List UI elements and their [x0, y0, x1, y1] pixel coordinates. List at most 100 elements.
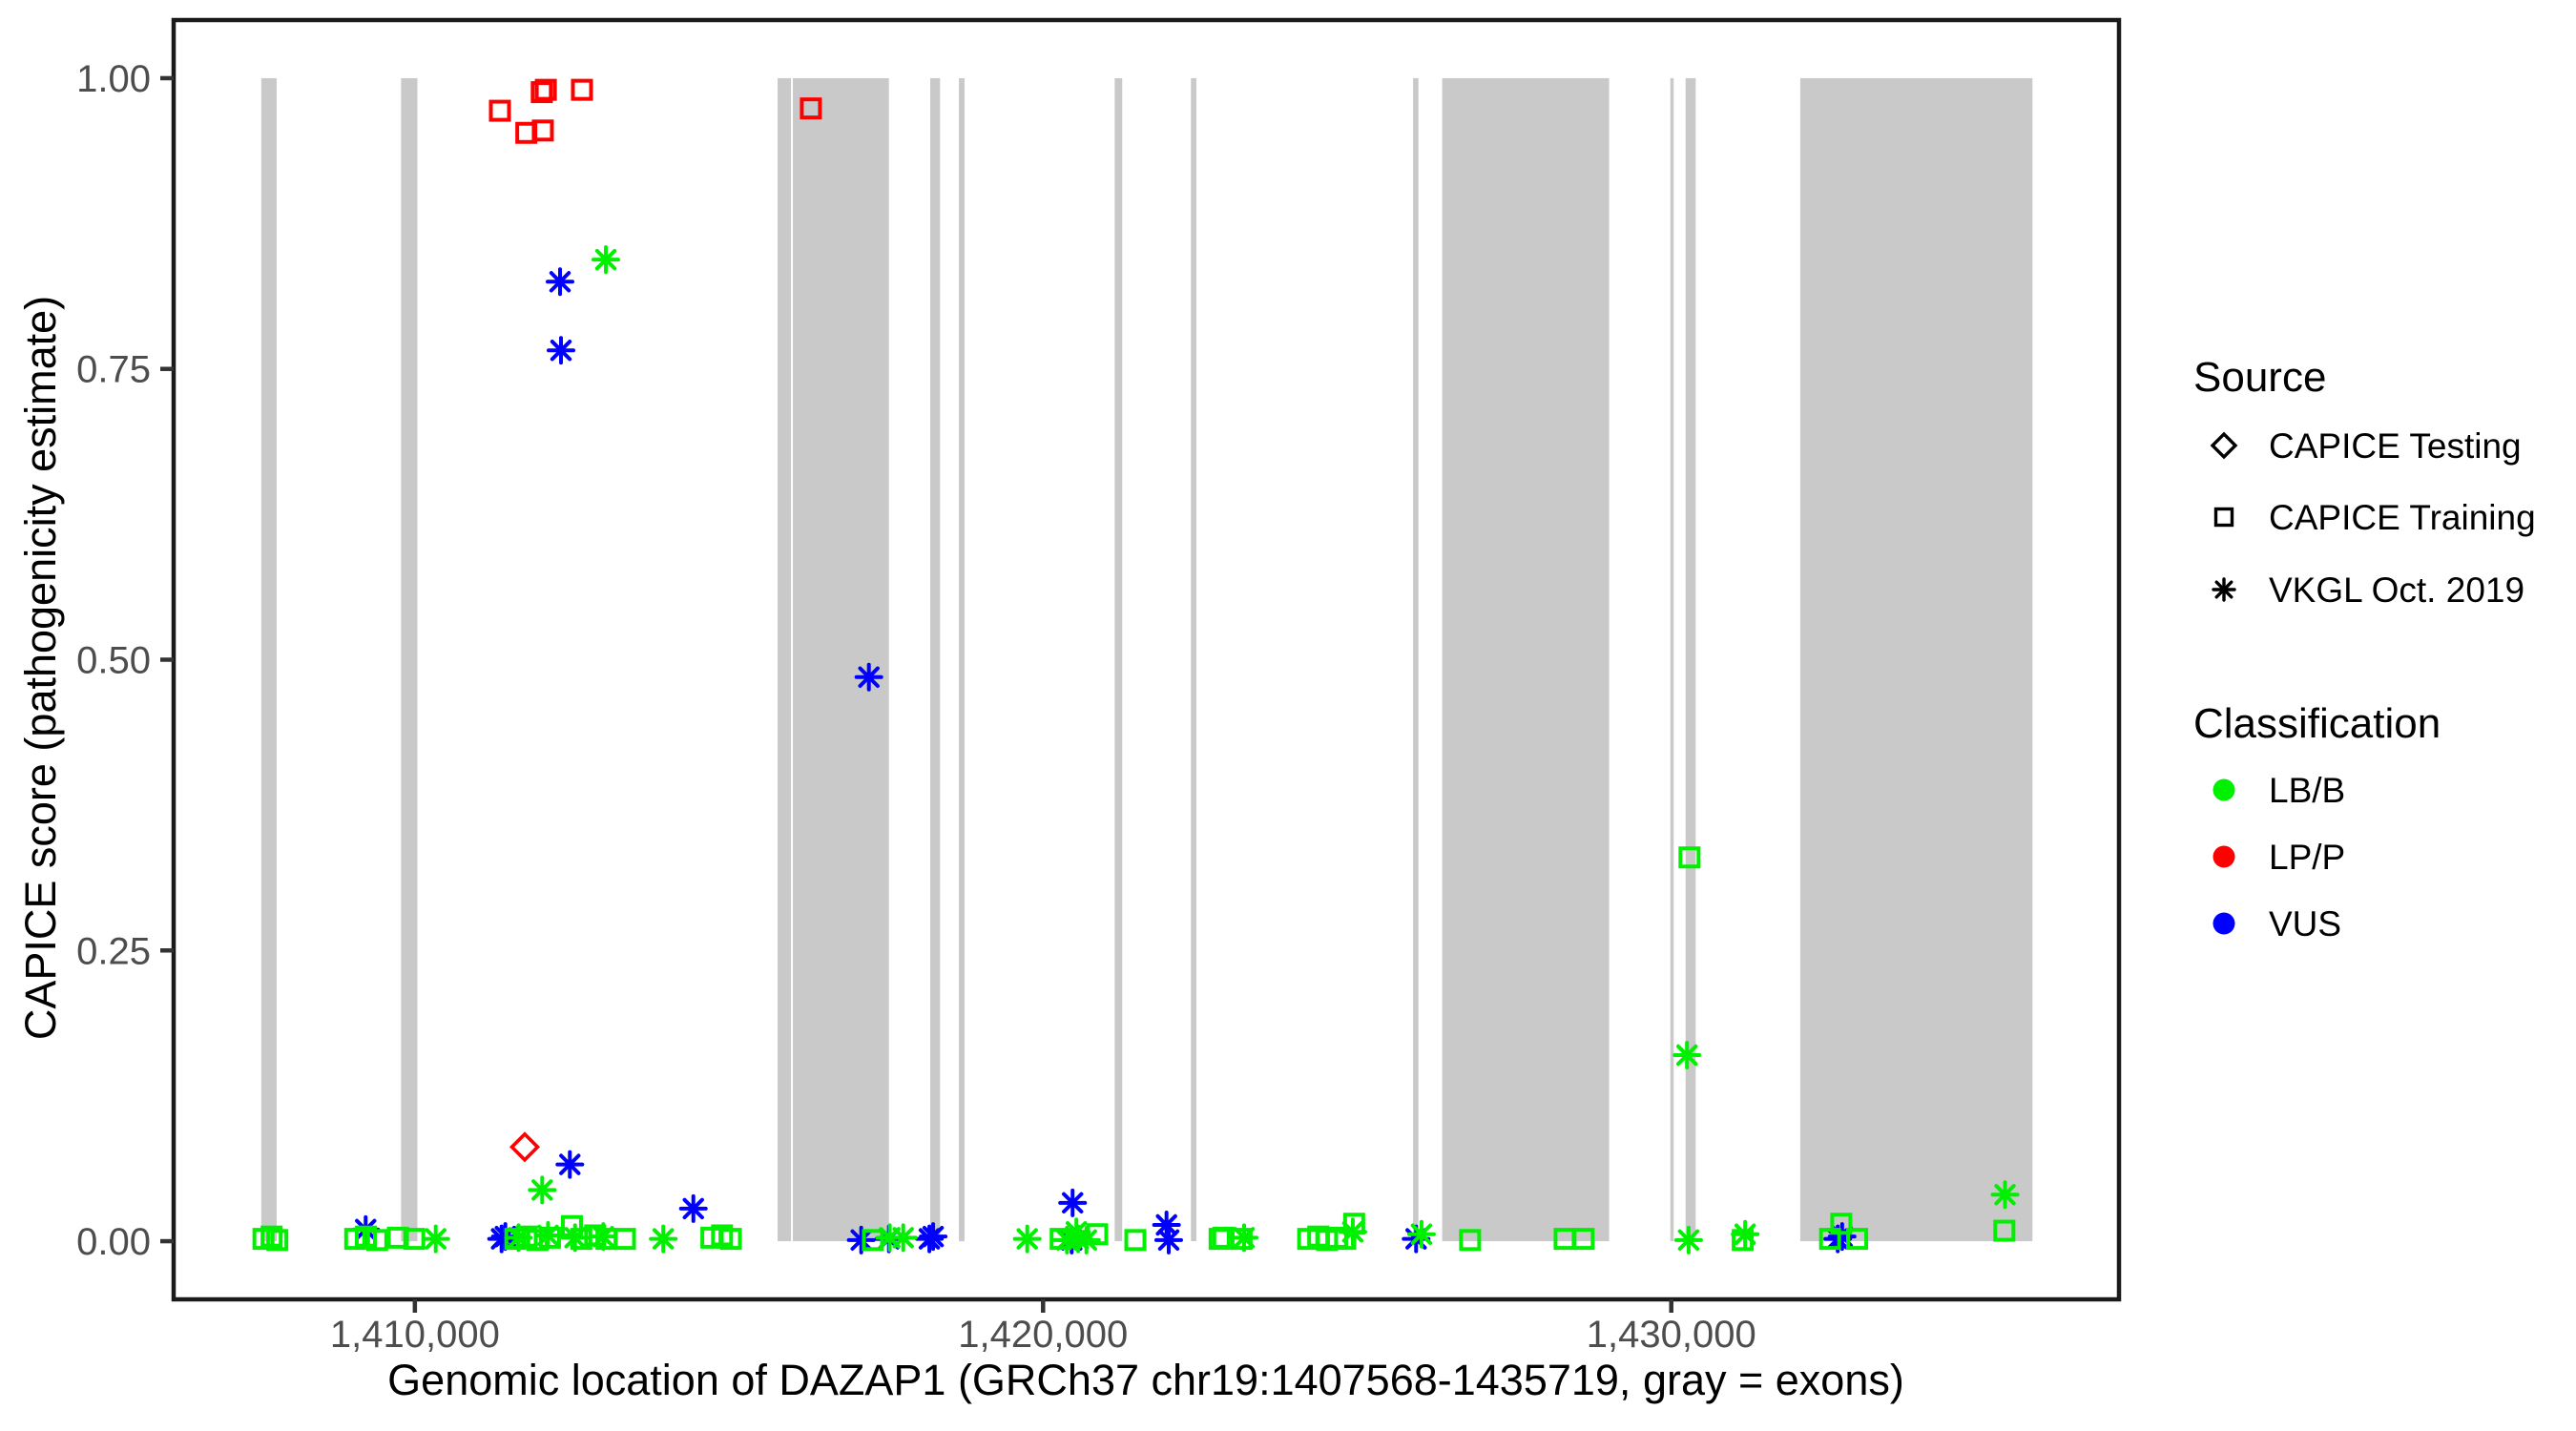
- point-square: [1124, 1229, 1147, 1252]
- legend-source-title: Source: [2193, 354, 2326, 401]
- exon-band: [959, 77, 965, 1242]
- point-asterisk: [854, 662, 883, 692]
- legend-item-diamond: CAPICE Testing: [2210, 426, 2522, 466]
- point-square: [488, 99, 511, 122]
- point-square: [1846, 1228, 1869, 1251]
- legend-source-item-label: VKGL Oct. 2019: [2269, 570, 2524, 610]
- point-square: [1230, 1228, 1253, 1251]
- x-tick-label: 1,420,000: [958, 1314, 1128, 1356]
- x-tick-label: 1,410,000: [330, 1314, 500, 1356]
- legend-classification-item-label: VUS: [2269, 904, 2341, 944]
- point-square: [1572, 1228, 1595, 1251]
- series-LPP-diamond: [509, 1131, 541, 1163]
- exon-band: [1685, 77, 1696, 1242]
- diamond-icon: [2210, 431, 2238, 460]
- point-asterisk: [1058, 1188, 1088, 1217]
- series-LBB-square: [252, 846, 2016, 1252]
- y-axis: 0.00 0.25 0.50 0.75 1.00: [76, 58, 174, 1263]
- series-LBB-asterisk: [421, 245, 2020, 1255]
- y-tick-label: 0.75: [76, 349, 151, 391]
- exon-band: [1799, 77, 2033, 1242]
- exon-band: [401, 77, 418, 1242]
- point-square: [1678, 846, 1701, 869]
- point-square: [1049, 1228, 1072, 1251]
- legend-classification-title: Classification: [2193, 700, 2441, 747]
- point-square: [1342, 1213, 1365, 1235]
- point-asterisk: [1406, 1219, 1436, 1249]
- exon-band: [1114, 77, 1123, 1242]
- classification-dot-icon: [2212, 778, 2235, 801]
- y-tick-label: 1.00: [76, 58, 151, 100]
- legend-item-VUS: VUS: [2212, 904, 2341, 944]
- x-axis-title: Genomic location of DAZAP1 (GRCh37 chr19…: [387, 1356, 1904, 1404]
- point-asterisk: [1012, 1224, 1042, 1254]
- exon-band: [778, 77, 792, 1242]
- x-axis: 1,410,000 1,420,000 1,430,000: [330, 1299, 1756, 1356]
- point-square: [1993, 1219, 2016, 1242]
- legend-item-square: CAPICE Training: [2213, 498, 2536, 537]
- point-square: [526, 1229, 549, 1252]
- point-asterisk: [919, 1222, 948, 1252]
- y-axis-title: CAPICE score (pathogenicity estimate): [16, 296, 65, 1040]
- point-square: [800, 97, 822, 120]
- point-asterisk: [888, 1223, 918, 1253]
- point-asterisk: [1731, 1219, 1760, 1249]
- legend: Source CAPICE Testing CAPICE Training VKGL…: [2193, 354, 2536, 944]
- point-square: [266, 1229, 289, 1252]
- point-asterisk: [1672, 1040, 1702, 1069]
- point-asterisk: [1153, 1225, 1183, 1255]
- legend-classification-items: LB/B LP/P VUS: [2212, 771, 2345, 944]
- classification-dot-icon: [2212, 912, 2235, 935]
- point-asterisk: [555, 1150, 585, 1179]
- point-square: [260, 1225, 283, 1248]
- point-square: [1086, 1223, 1109, 1246]
- point-square: [719, 1228, 742, 1251]
- point-asterisk: [421, 1224, 450, 1254]
- legend-source-items: CAPICE Testing CAPICE Training VKGL Oct. 2…: [2210, 426, 2536, 610]
- legend-classification-item-label: LP/P: [2269, 838, 2345, 877]
- exon-band: [1191, 77, 1196, 1242]
- point-square: [1818, 1228, 1841, 1251]
- point-square: [504, 1228, 527, 1251]
- exon-band: [793, 77, 889, 1242]
- point-diamond: [509, 1131, 541, 1163]
- point-asterisk: [678, 1193, 708, 1223]
- classification-dot-icon: [2212, 845, 2235, 868]
- point-square: [531, 119, 554, 142]
- square-icon: [2213, 507, 2234, 528]
- legend-item-asterisk: VKGL Oct. 2019: [2212, 570, 2524, 610]
- point-asterisk: [592, 245, 621, 275]
- data-points: [252, 78, 2020, 1255]
- exon-band: [1413, 77, 1419, 1242]
- point-square: [613, 1228, 636, 1251]
- point-square: [365, 1229, 388, 1252]
- point-square: [538, 1226, 561, 1249]
- y-tick-label: 0.25: [76, 930, 151, 972]
- point-square: [1459, 1229, 1482, 1252]
- point-asterisk: [528, 1175, 557, 1205]
- exon-bands: [260, 77, 2033, 1242]
- exon-band: [1442, 77, 1610, 1242]
- point-square: [1732, 1229, 1755, 1252]
- point-asterisk: [649, 1224, 678, 1254]
- point-square: [354, 1225, 377, 1248]
- series-VUS-asterisk: [351, 267, 1857, 1255]
- point-square: [570, 1228, 592, 1251]
- point-asterisk: [1990, 1180, 2020, 1210]
- point-square: [1830, 1213, 1853, 1235]
- legend-source-item-label: CAPICE Training: [2269, 498, 2536, 537]
- exon-band: [1670, 77, 1674, 1242]
- asterisk-icon: [2212, 577, 2236, 602]
- legend-item-LPP: LP/P: [2212, 838, 2345, 877]
- y-tick-label: 0.50: [76, 640, 151, 682]
- y-tick-label: 0.00: [76, 1221, 151, 1263]
- exon-band: [260, 77, 277, 1242]
- legend-source-item-label: CAPICE Testing: [2269, 426, 2522, 466]
- x-tick-label: 1,430,000: [1587, 1314, 1756, 1356]
- point-square: [584, 1224, 607, 1247]
- point-square: [534, 78, 557, 101]
- point-asterisk: [1673, 1225, 1703, 1255]
- exon-band: [930, 77, 941, 1242]
- series-LPP-square: [488, 78, 822, 144]
